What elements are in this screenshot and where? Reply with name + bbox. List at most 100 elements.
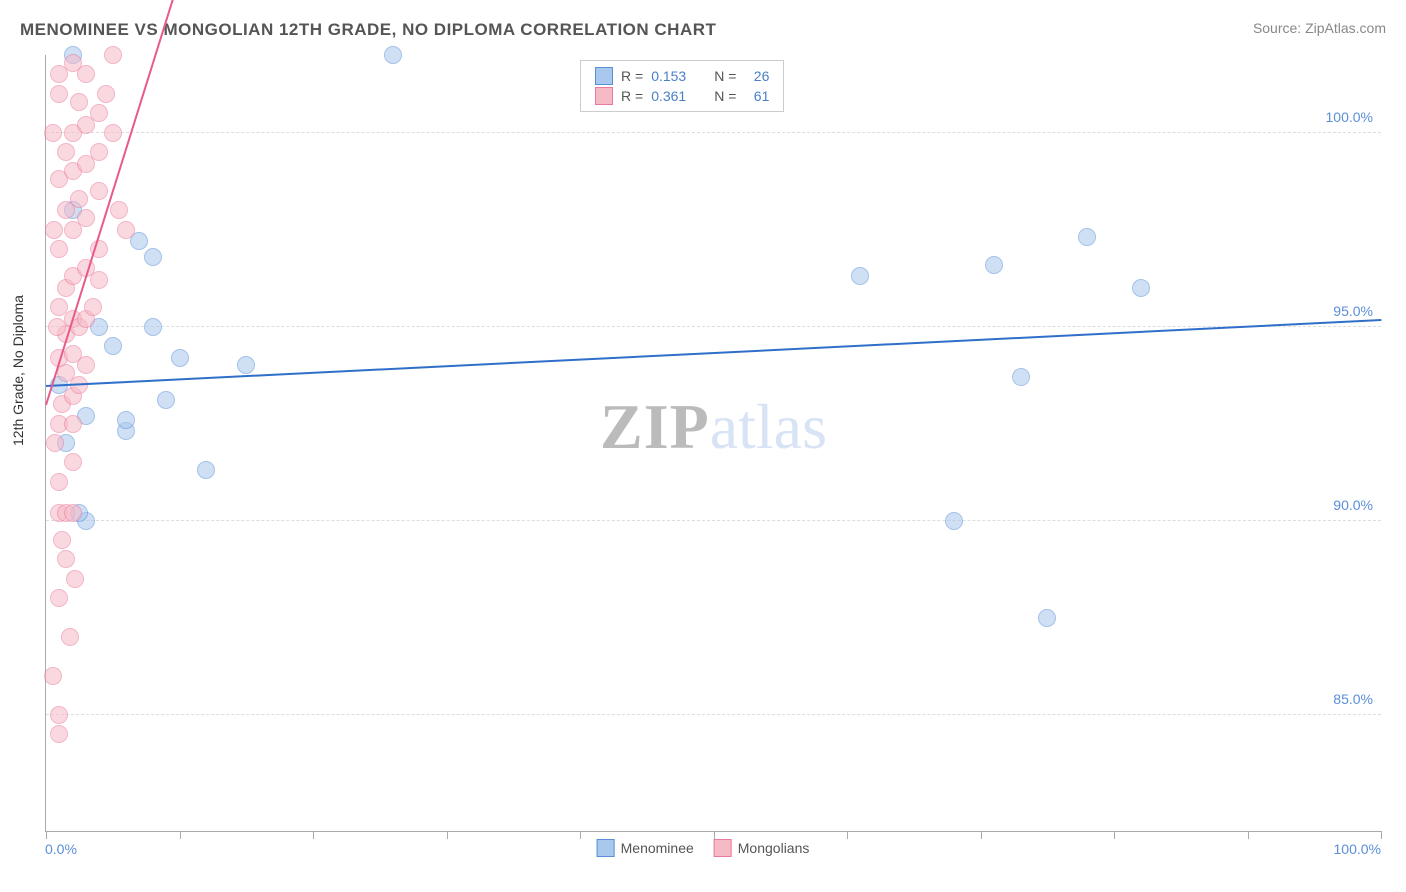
data-point bbox=[945, 512, 963, 530]
data-point bbox=[50, 240, 68, 258]
data-point bbox=[45, 221, 63, 239]
data-point bbox=[66, 570, 84, 588]
data-point bbox=[61, 628, 79, 646]
trend-line bbox=[46, 319, 1381, 387]
x-tick bbox=[180, 831, 181, 839]
x-tick bbox=[313, 831, 314, 839]
data-point bbox=[97, 85, 115, 103]
data-point bbox=[90, 143, 108, 161]
legend-label: Menominee bbox=[621, 840, 694, 856]
data-point bbox=[237, 356, 255, 374]
data-point bbox=[64, 504, 82, 522]
legend-r-value: 0.361 bbox=[651, 88, 696, 104]
correlation-legend: R = 0.153 N = 26 R = 0.361 N = 61 bbox=[580, 60, 784, 112]
data-point bbox=[90, 104, 108, 122]
x-tick bbox=[847, 831, 848, 839]
gridline bbox=[46, 326, 1381, 327]
x-tick bbox=[1381, 831, 1382, 839]
data-point bbox=[104, 337, 122, 355]
data-point bbox=[50, 85, 68, 103]
data-point bbox=[985, 256, 1003, 274]
legend-r-label: R = bbox=[621, 88, 643, 104]
data-point bbox=[50, 298, 68, 316]
data-point bbox=[117, 221, 135, 239]
legend-item: Menominee bbox=[597, 839, 694, 857]
data-point bbox=[70, 190, 88, 208]
data-point bbox=[117, 411, 135, 429]
x-tick bbox=[447, 831, 448, 839]
data-point bbox=[48, 318, 66, 336]
x-axis-max-label: 100.0% bbox=[1334, 841, 1381, 857]
plot-area: ZIPatlas R = 0.153 N = 26 R = 0.361 N = 61 85.0… bbox=[45, 55, 1381, 832]
data-point bbox=[77, 209, 95, 227]
watermark: ZIPatlas bbox=[600, 390, 827, 464]
chart-title: MENOMINEE VS MONGOLIAN 12TH GRADE, NO DI… bbox=[20, 20, 716, 40]
data-point bbox=[1132, 279, 1150, 297]
x-axis-min-label: 0.0% bbox=[45, 841, 77, 857]
legend-n-value: 26 bbox=[744, 68, 769, 84]
legend-swatch bbox=[595, 87, 613, 105]
data-point bbox=[50, 589, 68, 607]
y-tick-label: 95.0% bbox=[1333, 303, 1373, 319]
data-point bbox=[77, 356, 95, 374]
x-tick bbox=[714, 831, 715, 839]
data-point bbox=[50, 473, 68, 491]
data-point bbox=[1038, 609, 1056, 627]
data-point bbox=[57, 143, 75, 161]
legend-swatch bbox=[595, 67, 613, 85]
data-point bbox=[104, 124, 122, 142]
data-point bbox=[44, 124, 62, 142]
legend-item: Mongolians bbox=[714, 839, 810, 857]
source-attribution: Source: ZipAtlas.com bbox=[1253, 20, 1386, 36]
data-point bbox=[57, 550, 75, 568]
data-point bbox=[50, 706, 68, 724]
legend-swatch bbox=[714, 839, 732, 857]
x-tick bbox=[1248, 831, 1249, 839]
legend-row: R = 0.361 N = 61 bbox=[595, 87, 769, 105]
x-tick bbox=[46, 831, 47, 839]
legend-row: R = 0.153 N = 26 bbox=[595, 67, 769, 85]
y-tick-label: 85.0% bbox=[1333, 691, 1373, 707]
data-point bbox=[171, 349, 189, 367]
legend-r-label: R = bbox=[621, 68, 643, 84]
data-point bbox=[1078, 228, 1096, 246]
legend-n-label: N = bbox=[714, 88, 736, 104]
watermark-atlas: atlas bbox=[710, 391, 827, 462]
gridline bbox=[46, 520, 1381, 521]
legend-n-label: N = bbox=[714, 68, 736, 84]
data-point bbox=[144, 248, 162, 266]
legend-r-value: 0.153 bbox=[651, 68, 696, 84]
data-point bbox=[90, 182, 108, 200]
chart-container: MENOMINEE VS MONGOLIAN 12TH GRADE, NO DI… bbox=[0, 0, 1406, 892]
series-legend: Menominee Mongolians bbox=[597, 839, 810, 857]
data-point bbox=[50, 725, 68, 743]
y-tick-label: 100.0% bbox=[1326, 109, 1373, 125]
y-axis-title: 12th Grade, No Diploma bbox=[10, 295, 26, 446]
data-point bbox=[1012, 368, 1030, 386]
data-point bbox=[851, 267, 869, 285]
gridline bbox=[46, 714, 1381, 715]
watermark-zip: ZIP bbox=[600, 391, 710, 462]
data-point bbox=[197, 461, 215, 479]
legend-swatch bbox=[597, 839, 615, 857]
data-point bbox=[44, 667, 62, 685]
legend-n-value: 61 bbox=[744, 88, 769, 104]
data-point bbox=[157, 391, 175, 409]
gridline bbox=[46, 132, 1381, 133]
data-point bbox=[104, 46, 122, 64]
data-point bbox=[64, 453, 82, 471]
data-point bbox=[384, 46, 402, 64]
x-tick bbox=[981, 831, 982, 839]
y-tick-label: 90.0% bbox=[1333, 497, 1373, 513]
data-point bbox=[110, 201, 128, 219]
legend-label: Mongolians bbox=[738, 840, 810, 856]
data-point bbox=[53, 531, 71, 549]
data-point bbox=[144, 318, 162, 336]
x-tick bbox=[1114, 831, 1115, 839]
data-point bbox=[70, 93, 88, 111]
data-point bbox=[64, 415, 82, 433]
data-point bbox=[77, 65, 95, 83]
x-tick bbox=[580, 831, 581, 839]
data-point bbox=[90, 271, 108, 289]
data-point bbox=[84, 298, 102, 316]
